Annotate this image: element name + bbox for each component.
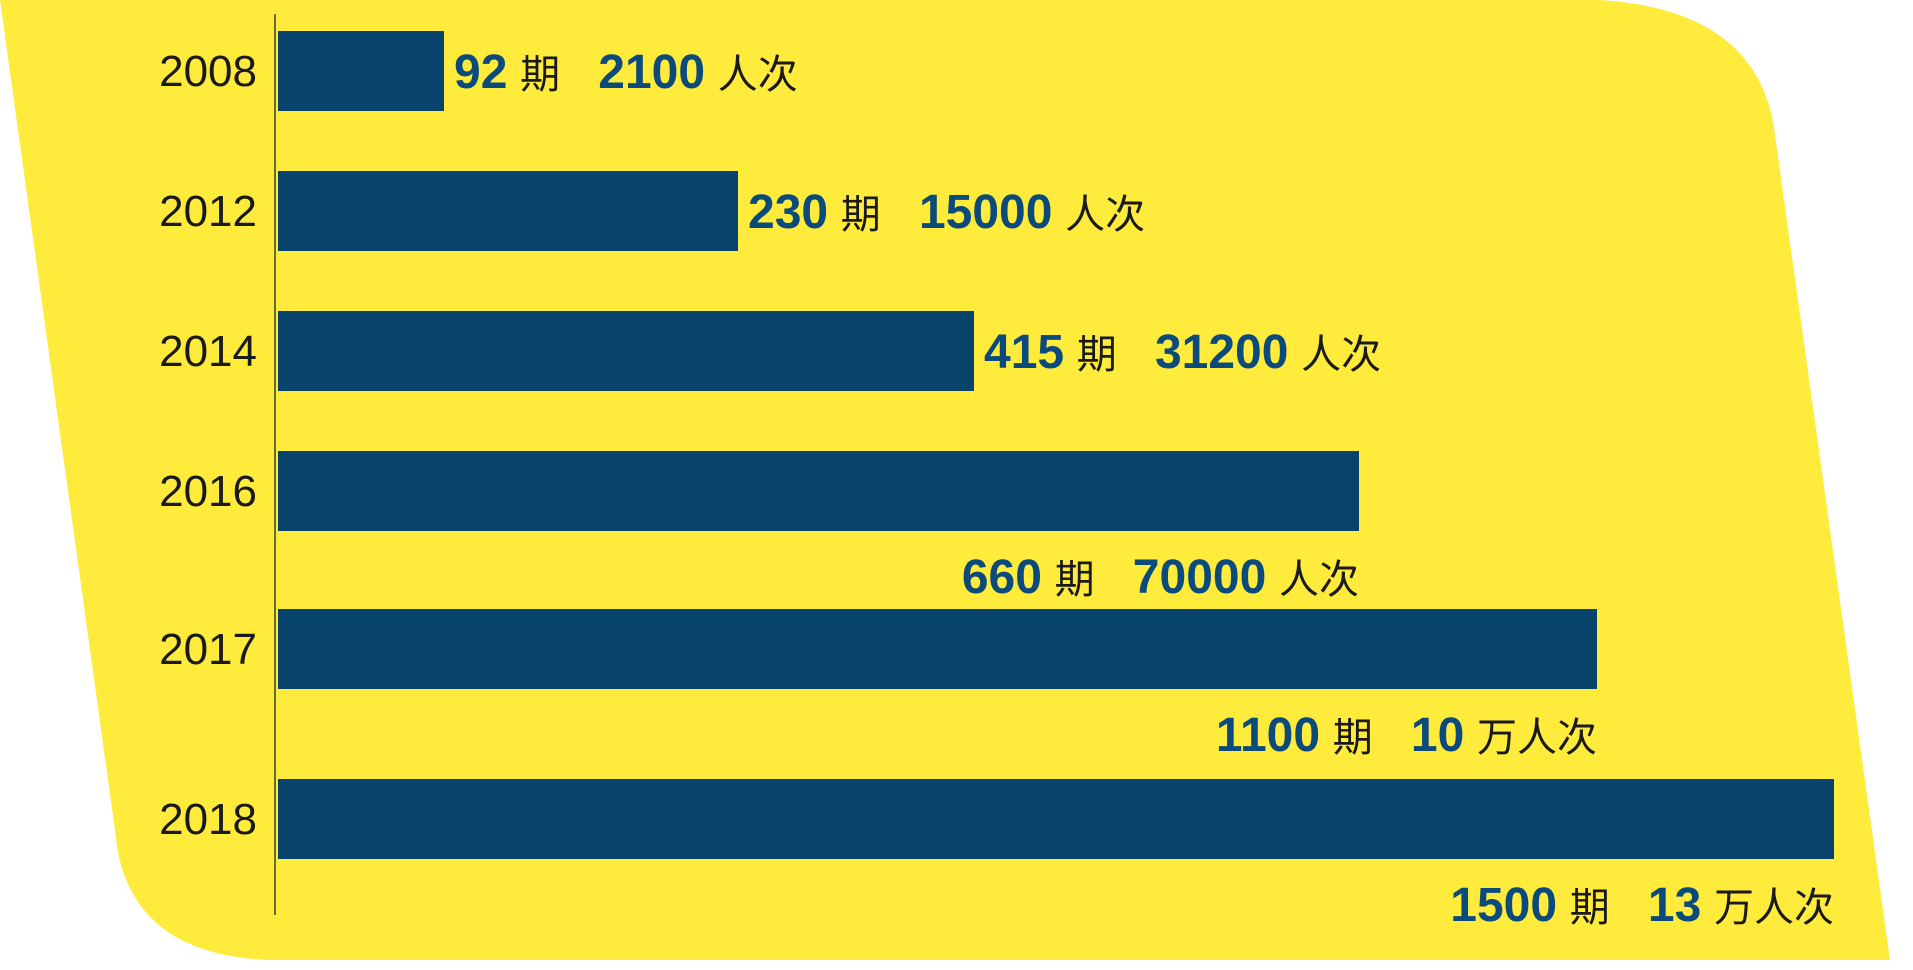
category-label-2017: 2017 <box>159 625 257 674</box>
people-unit-2017: 万人次 <box>1464 715 1597 761</box>
bar-2018 <box>278 779 1834 859</box>
periods-unit-2014: 期 <box>1064 332 1155 378</box>
periods-unit-2016: 期 <box>1042 557 1133 603</box>
value-label-2012: 230 期 15000 人次 <box>748 186 1145 239</box>
people-unit-2018: 万人次 <box>1701 885 1834 931</box>
category-label-2016: 2016 <box>159 467 257 516</box>
periods-value-2008: 92 <box>454 46 507 99</box>
periods-unit-2008: 期 <box>507 52 598 98</box>
value-label-2017: 1100 期 10 万人次 <box>1216 709 1597 762</box>
people-value-2018: 13 <box>1648 879 1701 932</box>
people-value-2012: 15000 <box>919 186 1052 239</box>
bar-2008 <box>278 31 444 111</box>
periods-value-2012: 230 <box>748 186 828 239</box>
periods-unit-2017: 期 <box>1320 715 1411 761</box>
bars-group <box>278 31 1834 859</box>
periods-value-2018: 1500 <box>1450 879 1557 932</box>
periods-unit-2018: 期 <box>1557 885 1648 931</box>
periods-value-2017: 1100 <box>1216 709 1320 762</box>
value-label-2018: 1500 期 13 万人次 <box>1450 879 1834 932</box>
periods-unit-2012: 期 <box>828 192 919 238</box>
people-unit-2016: 人次 <box>1266 557 1359 603</box>
category-label-2008: 2008 <box>159 47 257 96</box>
people-unit-2008: 人次 <box>705 52 798 98</box>
periods-value-2016: 660 <box>962 551 1042 604</box>
bar-2016 <box>278 451 1359 531</box>
category-label-2014: 2014 <box>159 327 257 376</box>
people-value-2014: 31200 <box>1155 326 1288 379</box>
people-unit-2012: 人次 <box>1052 192 1145 238</box>
value-label-2014: 415 期 31200 人次 <box>984 326 1381 379</box>
people-unit-2014: 人次 <box>1288 332 1381 378</box>
people-value-2008: 2100 <box>598 46 705 99</box>
category-label-2012: 2012 <box>159 187 257 236</box>
bar-2014 <box>278 311 974 391</box>
people-value-2016: 70000 <box>1133 551 1266 604</box>
category-labels-group: 2008 2012 2014 2016 2017 2018 <box>159 47 257 844</box>
bar-2012 <box>278 171 738 251</box>
bar-2017 <box>278 609 1597 689</box>
value-label-2016: 660 期 70000 人次 <box>962 551 1359 604</box>
people-value-2017: 10 <box>1411 709 1464 762</box>
periods-value-2014: 415 <box>984 326 1064 379</box>
value-label-2008: 92 期 2100 人次 <box>454 46 798 99</box>
category-label-2018: 2018 <box>159 795 257 844</box>
